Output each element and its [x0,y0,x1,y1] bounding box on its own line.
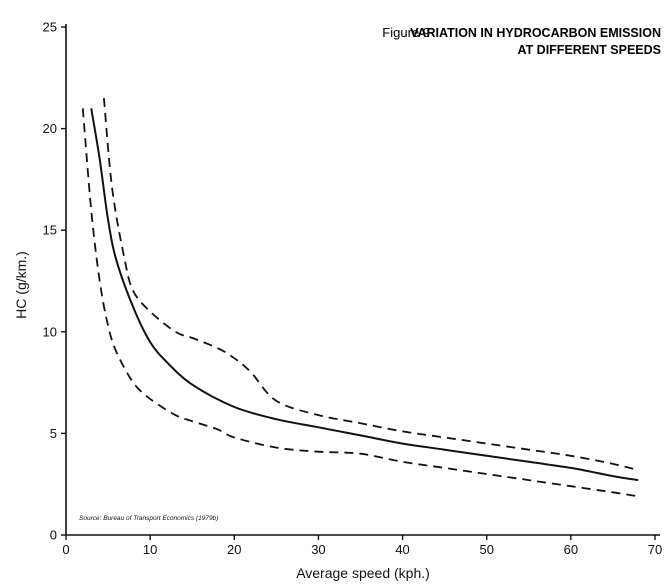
series-line-mean [90,108,639,482]
x-tick-label: 40 [395,542,409,557]
x-tick: 70 [648,535,662,557]
x-tick-label: 0 [62,542,69,557]
x-tick: 60 [564,535,578,557]
x-tick: 50 [479,535,494,557]
x-axis-label: Average speed (kph.) [296,565,430,581]
series-layer [81,98,639,498]
y-ticks: 0 5 10 15 20 25 [43,20,66,543]
x-tick: 40 [395,535,410,557]
x-tick-label: 60 [564,542,578,557]
x-tick: 20 [227,535,242,557]
title-block: Figure 9 VARIATION IN HYDROCARBON EMISSI… [382,25,661,57]
axes [65,24,660,536]
x-ticks: 0 10 20 30 40 50 60 70 [62,535,662,557]
y-axis-label: HC (g/km.) [13,251,29,319]
y-tick-label: 10 [43,324,57,339]
y-tick: 5 [50,426,66,441]
y-tick: 10 [43,324,66,339]
source-note: Source: Bureau of Transport Economics (1… [79,515,218,522]
y-tick: 25 [43,20,66,35]
y-tick-label: 20 [43,121,57,136]
y-tick-label: 0 [50,528,57,543]
y-tick-label: 15 [43,223,57,238]
x-tick: 30 [311,535,326,557]
x-tick-label: 20 [227,542,241,557]
x-tick: 0 [62,535,70,557]
series-line-lower-bound [81,108,639,498]
y-tick: 0 [50,528,66,543]
chart-title-line-2: AT DIFFERENT SPEEDS [517,43,661,57]
series-line-upper-bound [103,98,639,471]
y-tick: 15 [43,223,66,238]
x-tick-label: 50 [479,542,493,557]
x-tick-label: 10 [143,542,157,557]
figure-label: Figure 9 [382,25,430,40]
y-tick-label: 5 [50,426,57,441]
x-tick-label: 30 [311,542,325,557]
chart-title-line-1: VARIATION IN HYDROCARBON EMISSION [410,26,661,40]
y-tick: 20 [43,121,66,136]
x-tick-label: 70 [648,542,662,557]
y-tick-label: 25 [43,20,57,35]
x-tick: 10 [143,535,157,557]
